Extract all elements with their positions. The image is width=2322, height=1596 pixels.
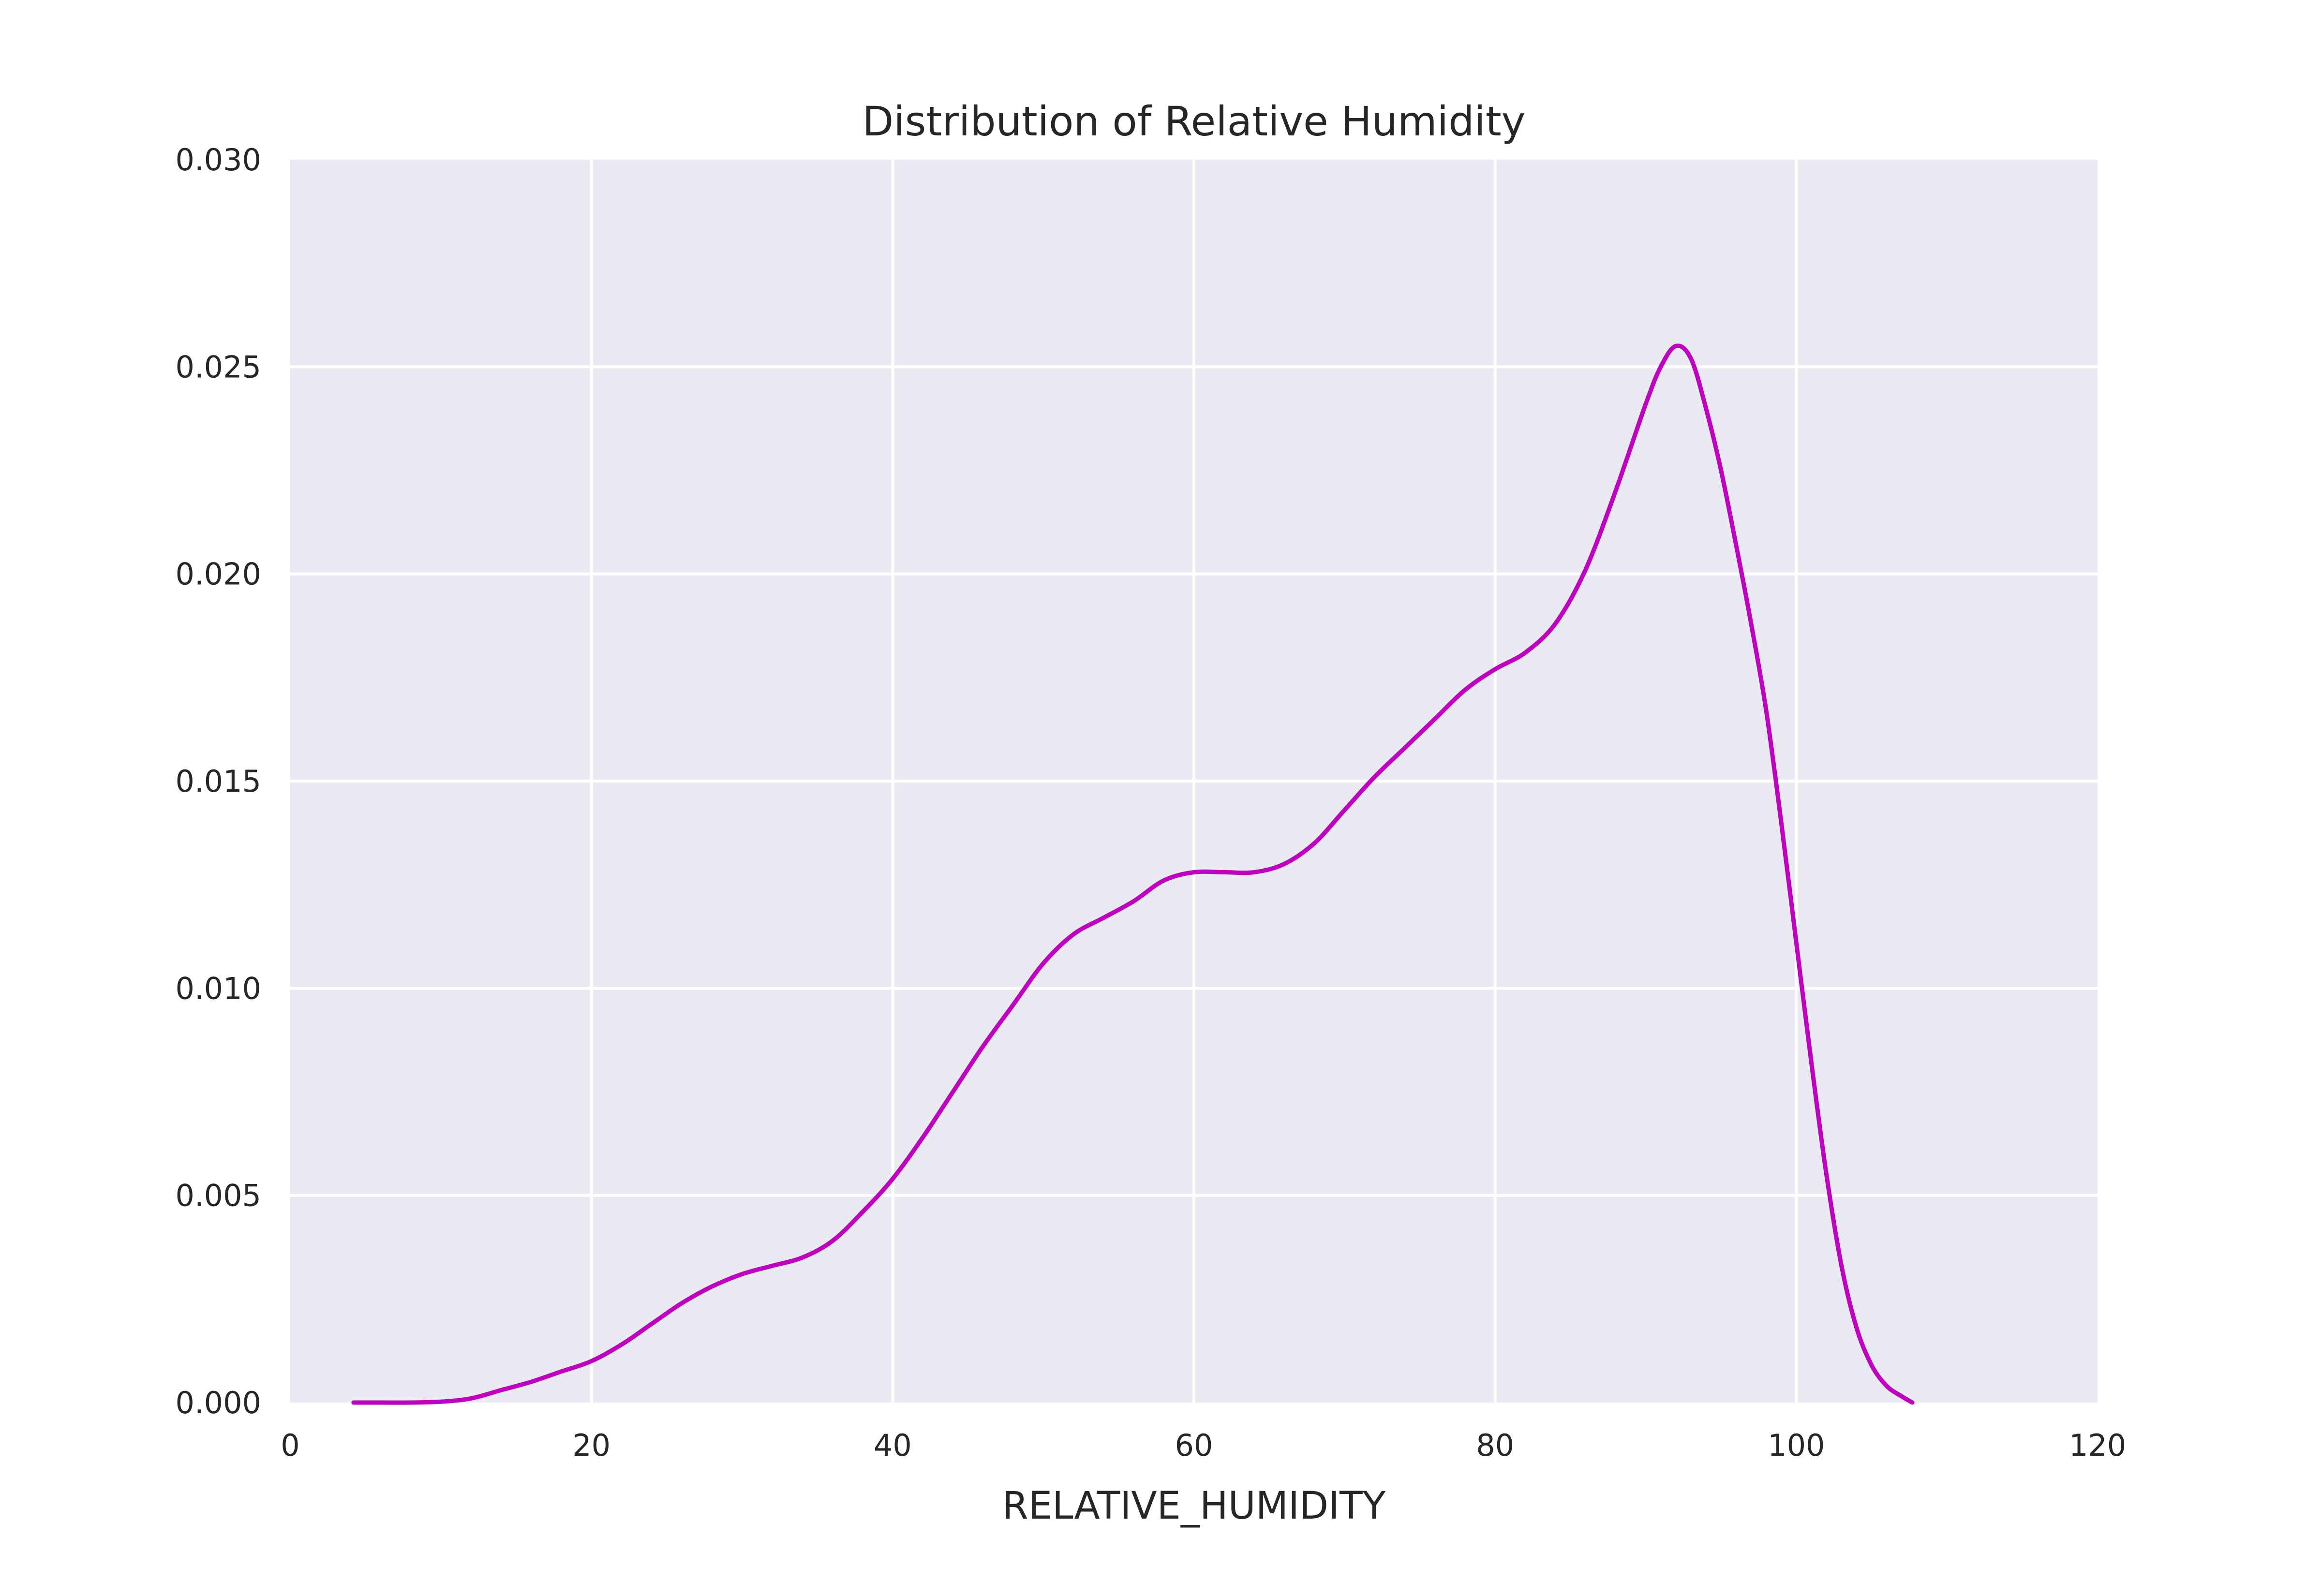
x-tick-labels: 0 20 40 60 80 100 120	[281, 1428, 2126, 1463]
x-tick-label: 80	[1476, 1428, 1514, 1463]
x-tick-label: 0	[281, 1428, 299, 1463]
y-tick-labels: 0.000 0.005 0.010 0.015 0.020 0.025 0.030	[176, 142, 262, 1420]
y-tick-label: 0.010	[176, 971, 262, 1006]
y-tick-label: 0.030	[176, 142, 262, 177]
y-tick-label: 0.020	[176, 557, 262, 592]
x-axis-label: RELATIVE_HUMIDITY	[1002, 1484, 1386, 1528]
x-tick-label: 60	[1175, 1428, 1213, 1463]
y-tick-label: 0.005	[176, 1178, 262, 1213]
chart-title: Distribution of Relative Humidity	[863, 98, 1526, 145]
y-tick-label: 0.000	[176, 1385, 262, 1420]
x-tick-label: 120	[2069, 1428, 2126, 1463]
x-tick-label: 100	[1768, 1428, 1825, 1463]
y-tick-label: 0.025	[176, 349, 262, 384]
x-tick-label: 40	[874, 1428, 912, 1463]
y-tick-label: 0.015	[176, 764, 262, 799]
density-line	[351, 343, 1915, 1405]
x-tick-label: 20	[572, 1428, 610, 1463]
y-gridlines	[290, 365, 2098, 1197]
